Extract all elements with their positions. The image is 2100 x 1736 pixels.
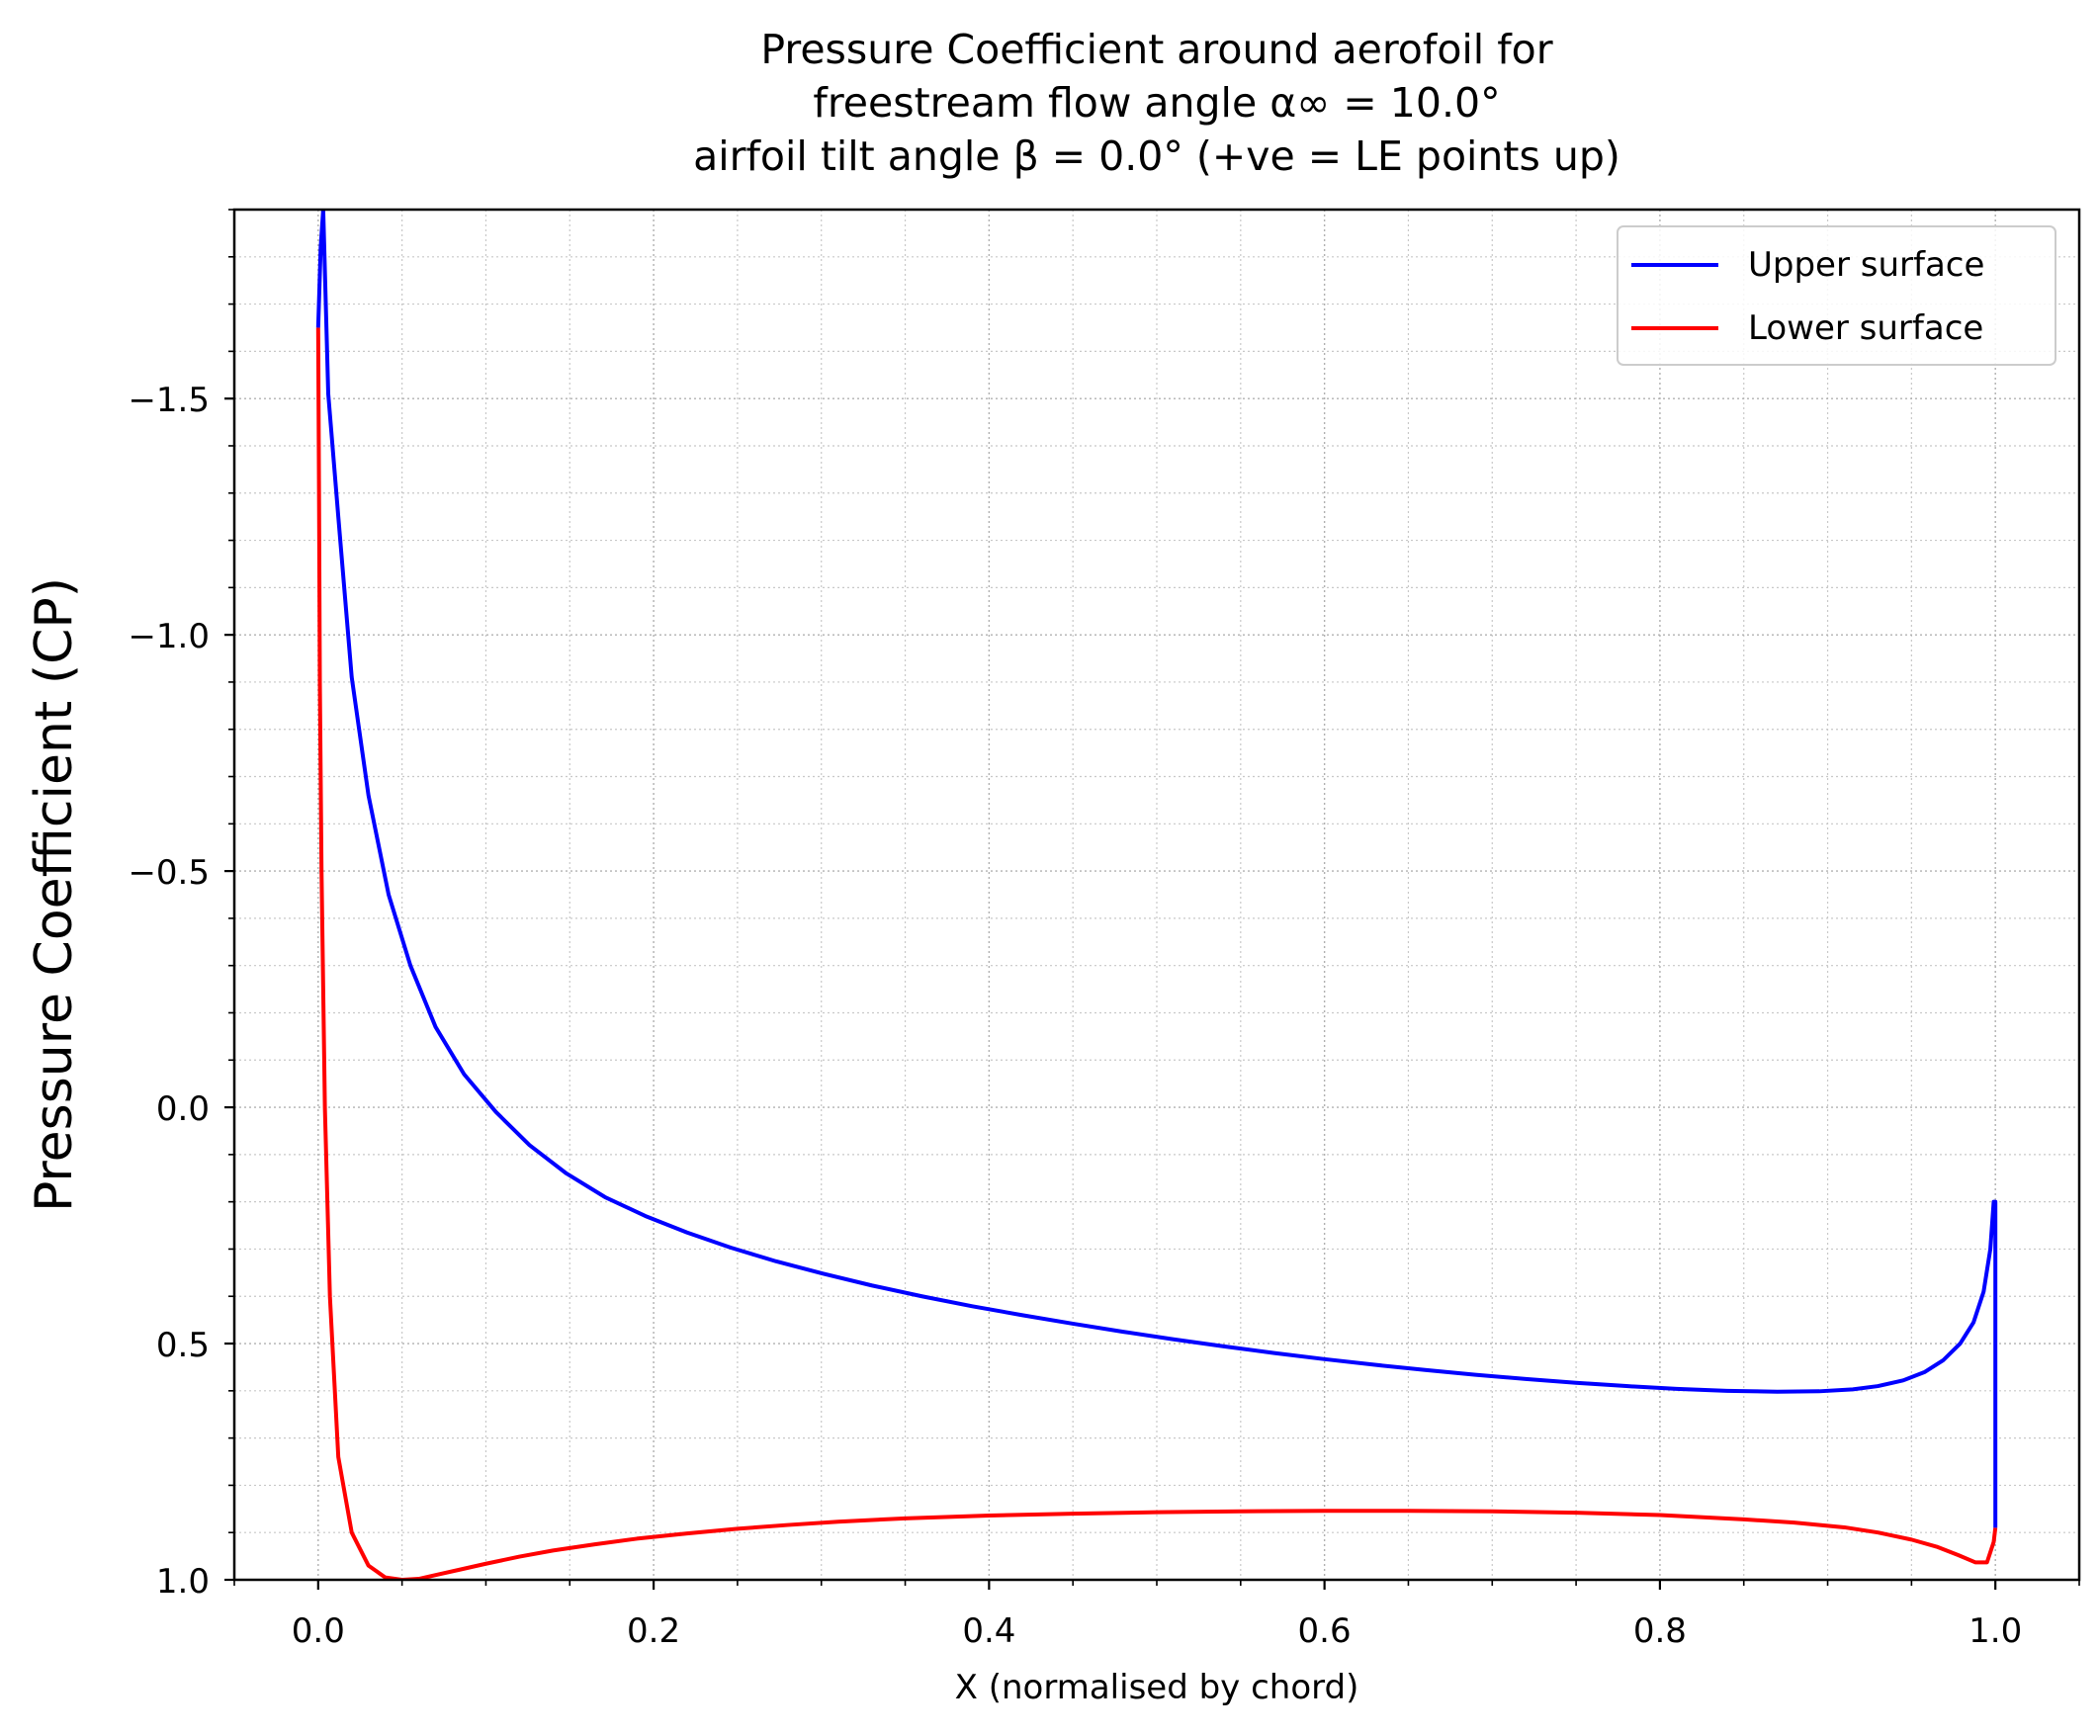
y-tick-label: 0.5 (156, 1326, 210, 1365)
chart-title-line-2: freestream flow angle α∞ = 10.0° (813, 79, 1500, 127)
tick-marks (224, 209, 2080, 1590)
chart-title-line-3: airfoil tilt angle β = 0.0° (+ve = LE po… (693, 132, 1620, 180)
plot-background (234, 210, 2079, 1580)
series-layer (315, 210, 1998, 1580)
x-tick-label: 0.4 (962, 1611, 1015, 1651)
chart-title-line-1: Pressure Coefficient around aerofoil for (760, 26, 1552, 73)
legend: Upper surface Lower surface (1617, 225, 2056, 366)
y-tick-label: −0.5 (128, 853, 210, 893)
x-tick-label: 0.0 (292, 1611, 345, 1651)
x-tick-label: 0.2 (627, 1611, 680, 1651)
y-tick-label: 0.0 (156, 1089, 210, 1129)
y-tick-labels: −1.5 −1.0 −0.5 0.0 0.5 1.0 (128, 381, 210, 1602)
legend-label-upper: Upper surface (1748, 245, 1984, 285)
y-tick-label: −1.0 (128, 617, 210, 656)
y-axis-label: Pressure Coefficient (CP) (25, 577, 84, 1212)
legend-box (1617, 225, 2056, 366)
legend-label-lower: Lower surface (1748, 308, 1983, 348)
y-tick-label: 1.0 (156, 1562, 210, 1602)
x-tick-labels: 0.0 0.2 0.4 0.6 0.8 1.0 (292, 1611, 2022, 1651)
lower-surface-line (315, 327, 1998, 1580)
y-tick-label: −1.5 (128, 381, 210, 420)
plot-area (224, 208, 2081, 1590)
x-tick-label: 0.8 (1633, 1611, 1687, 1651)
x-tick-label: 1.0 (1969, 1611, 2022, 1651)
x-tick-label: 0.6 (1298, 1611, 1352, 1651)
upper-surface-line (315, 210, 1998, 1528)
x-axis-label: X (normalised by chord) (955, 1668, 1359, 1707)
